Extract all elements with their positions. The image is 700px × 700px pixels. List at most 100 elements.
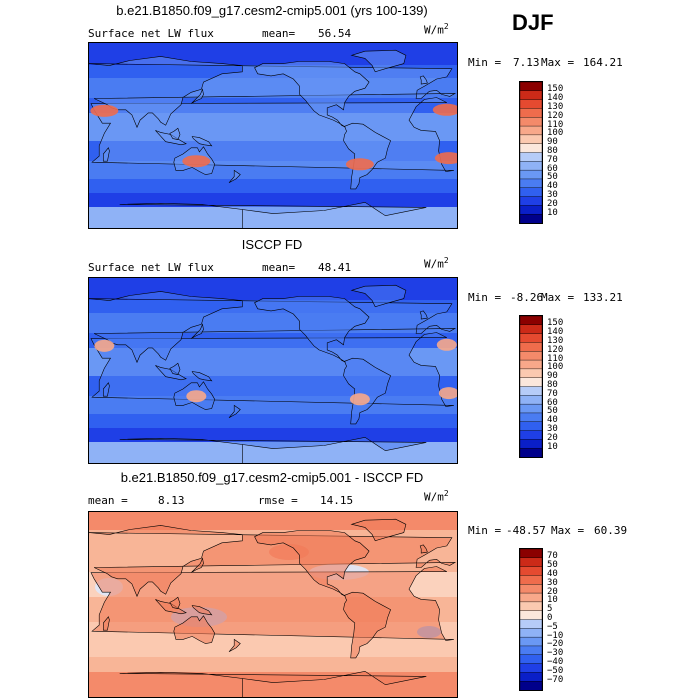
- colorbar-tick-label: −30: [547, 648, 564, 659]
- panel-2-min-value: -8.26: [510, 291, 544, 304]
- panel-1-min-label: Min =: [468, 56, 502, 69]
- continent-newguinea: [191, 371, 213, 382]
- panel-1-colorbar: [519, 81, 543, 224]
- panel-1-units: W/m2: [424, 22, 449, 37]
- colorbar-swatch: [520, 645, 542, 656]
- colorbar-tick-label: 120: [547, 110, 564, 121]
- continent-greenland: [350, 284, 407, 308]
- panel-1-max-value: 164.21: [583, 56, 623, 69]
- season-label: DJF: [512, 10, 554, 35]
- continent-greenland: [350, 49, 407, 73]
- colorbar-swatch: [520, 386, 542, 396]
- antarctic-band: [89, 442, 457, 463]
- colorbar-swatch: [520, 125, 542, 136]
- continent-borneo: [169, 362, 181, 375]
- colorbar-tick-label: 100: [547, 128, 564, 139]
- panel-3-map: [88, 511, 458, 698]
- colorbar-swatch: [520, 178, 542, 189]
- panel-1-title: b.e21.B1850.f09_g17.cesm2-cmip5.001 (yrs…: [116, 3, 428, 18]
- colorbar-swatch: [520, 592, 542, 603]
- continent-antarctica: [119, 670, 427, 697]
- colorbar-swatch: [520, 610, 542, 620]
- colorbar-swatch: [520, 143, 542, 153]
- colorbar-swatch: [520, 421, 542, 432]
- continent-uk: [419, 544, 428, 554]
- colorbar-swatch: [520, 134, 542, 145]
- colorbar-tick-label: −20: [547, 639, 564, 650]
- colorbar-tick-label: 120: [547, 344, 564, 355]
- colorbar-swatch: [520, 663, 542, 673]
- colorbar-tick-label: 10: [547, 595, 558, 606]
- colorbar-swatch: [520, 601, 542, 612]
- antarctic-band: [89, 207, 457, 228]
- colorbar-tick-label: 50: [547, 560, 558, 571]
- panel-2-mean-label: mean=: [262, 261, 296, 274]
- panel-1-mean-label: mean=: [262, 27, 296, 40]
- continent-namerica: [254, 61, 370, 128]
- colorbar-swatch: [520, 351, 542, 361]
- continent-antarctica: [119, 436, 427, 463]
- colorbar-tick-label: 100: [547, 362, 564, 373]
- colorbar-swatch: [520, 108, 542, 118]
- colorbar-swatch: [520, 359, 542, 370]
- panel-3-units: W/m2: [424, 489, 449, 504]
- continent-indonesia: [155, 365, 187, 381]
- colorbar-tick-label: −70: [547, 674, 564, 685]
- continent-uk: [419, 310, 428, 320]
- panel-2-map: [88, 277, 458, 464]
- colorbar-tick-label: 10: [547, 207, 558, 218]
- colorbar-tick-label: −40: [547, 657, 564, 668]
- colorbar-tick-label: 10: [547, 441, 558, 452]
- colorbar-swatch: [520, 439, 542, 449]
- colorbar-swatch: [520, 187, 542, 198]
- panel-1-field-label: Surface net LW flux: [88, 27, 214, 40]
- colorbar-swatch: [520, 161, 542, 171]
- colorbar-swatch: [520, 680, 542, 690]
- colorbar-swatch: [520, 566, 542, 576]
- continent-madagascar: [103, 382, 110, 397]
- colorbar-swatch: [520, 213, 542, 223]
- warm-region-south-america-desert: [349, 393, 370, 406]
- panel-1-min-value: 7.13: [513, 56, 540, 69]
- colorbar-swatch: [520, 368, 542, 379]
- panel-2-max-label: Max =: [541, 291, 575, 304]
- continent-nz: [228, 404, 241, 419]
- continent-newguinea: [191, 136, 213, 147]
- colorbar-swatch: [520, 430, 542, 440]
- continent-samerica: [343, 591, 391, 659]
- continent-samerica: [343, 122, 391, 190]
- colorbar-swatch: [520, 575, 542, 585]
- continent-europeasia: [89, 291, 457, 364]
- panel-3-mean-label: mean =: [88, 494, 128, 507]
- colorbar-tick-label: 150: [547, 84, 564, 95]
- colorbar-swatch: [520, 316, 542, 326]
- panel-2-title: ISCCP FD: [241, 237, 303, 252]
- warm-region-arabia: [94, 339, 115, 352]
- colorbar-swatch: [520, 557, 542, 568]
- colorbar-tick-label: 70: [547, 551, 558, 562]
- colorbar-swatch: [520, 82, 542, 92]
- panel-1-mean-value: 56.54: [318, 27, 352, 40]
- colorbar-swatch: [520, 152, 542, 162]
- panel-3-min-label: Min =: [468, 524, 502, 537]
- panel-2-units: W/m2: [424, 256, 449, 271]
- colorbar-tick-label: 40: [547, 415, 558, 426]
- warm-region-australia-desert: [182, 155, 211, 168]
- panel-3-rmse-value: 14.15: [320, 494, 354, 507]
- colorbar-swatch: [520, 619, 542, 629]
- panel-1-map: [88, 42, 458, 229]
- colorbar-tick-label: 30: [547, 424, 558, 435]
- colorbar-swatch: [520, 377, 542, 387]
- continent-madagascar: [103, 616, 110, 631]
- continent-japan: [190, 557, 204, 573]
- colorbar-tick-label: 130: [547, 335, 564, 346]
- colorbar-tick-label: 60: [547, 163, 558, 174]
- panel-3-title: b.e21.B1850.f09_g17.cesm2-cmip5.001 - IS…: [120, 470, 424, 485]
- continent-namerica: [254, 530, 370, 597]
- colorbar-swatch: [520, 584, 542, 594]
- colorbar-tick-label: 40: [547, 568, 558, 579]
- continent-japan: [190, 88, 204, 104]
- colorbar-tick-label: 20: [547, 586, 558, 597]
- colorbar-tick-label: 110: [547, 353, 564, 364]
- warm-region-kalahari: [438, 387, 457, 400]
